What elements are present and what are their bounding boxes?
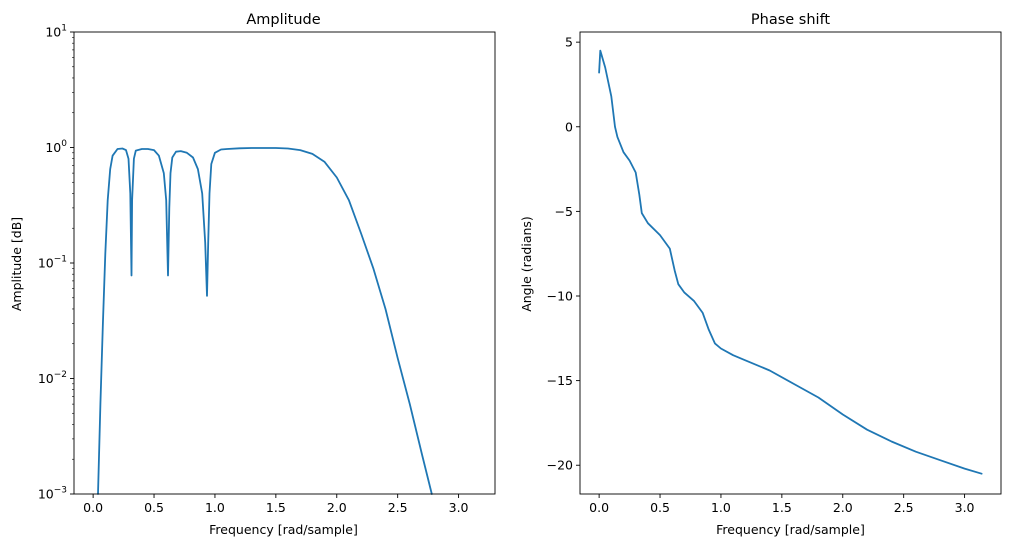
phase-x-tick-label: 1.0	[711, 500, 731, 515]
phase-x-tick-label: 3.0	[955, 500, 975, 515]
amplitude-x-tick-label: 3.0	[449, 500, 469, 515]
amplitude-x-tick-label: 2.0	[327, 500, 347, 515]
phase-x-tick-label: 0.5	[650, 500, 670, 515]
amplitude-y-tick-label: 10−3	[38, 486, 67, 502]
amplitude-chart: Amplitude 0.0 0.5 1.0 1.5 2.0 2.5 3.0 Frequenc…	[9, 12, 496, 537]
amplitude-x-axis: 0.0 0.5 1.0 1.5 2.0 2.5 3.0 Frequency [rad/sam…	[83, 494, 469, 537]
phase-x-axis-label: Frequency [rad/sample]	[716, 522, 865, 537]
amplitude-x-tick-label: 0.5	[144, 500, 164, 515]
amplitude-y-axis-label: Amplitude [dB]	[9, 217, 24, 311]
phase-chart: Phase shift 0.0 0.5 1.0 1.5 2.0 2.5 3.0 Freque…	[519, 12, 1002, 537]
amplitude-y-tick-label: 101	[45, 24, 67, 40]
phase-x-tick-label: 0.0	[589, 500, 609, 515]
phase-x-tick-label: 2.5	[894, 500, 914, 515]
amplitude-plot-area	[97, 147, 433, 495]
phase-y-axis: 5 0 −5 −10 −15 −20 Angle (radians)	[519, 35, 580, 473]
amplitude-x-tick-label: 1.0	[205, 500, 225, 515]
phase-plot-area	[598, 49, 983, 475]
phase-x-axis: 0.0 0.5 1.0 1.5 2.0 2.5 3.0 Frequency [rad/sam…	[589, 494, 975, 537]
phase-y-tick-label: 0	[565, 119, 573, 134]
phase-chart-title: Phase shift	[751, 12, 831, 28]
amplitude-x-axis-label: Frequency [rad/sample]	[209, 522, 358, 537]
amplitude-chart-title: Amplitude	[246, 12, 320, 28]
amplitude-y-tick-label: 10−1	[38, 255, 67, 271]
amplitude-y-axis: 10−3 10−2 10−1 100 101 Amplitude [dB]	[9, 24, 74, 502]
phase-y-tick-label: 5	[565, 35, 573, 50]
phase-axes-frame	[579, 31, 1002, 495]
phase-y-tick-label: −20	[547, 458, 573, 473]
amplitude-y-tick-label: 100	[45, 139, 67, 155]
phase-y-axis-label: Angle (radians)	[519, 216, 534, 312]
amplitude-x-tick-label: 1.5	[266, 500, 286, 515]
phase-x-tick-label: 1.5	[772, 500, 792, 515]
amplitude-x-tick-label: 2.5	[388, 500, 408, 515]
phase-x-tick-label: 2.0	[833, 500, 853, 515]
phase-y-tick-label: −10	[547, 289, 573, 304]
phase-y-tick-label: −15	[547, 373, 573, 388]
amplitude-y-tick-label: 10−2	[38, 370, 67, 386]
phase-series-line	[598, 49, 983, 475]
amplitude-x-tick-label: 0.0	[83, 500, 103, 515]
amplitude-axes-frame	[73, 31, 496, 495]
phase-y-tick-label: −5	[555, 204, 573, 219]
amplitude-series-line	[97, 147, 433, 495]
